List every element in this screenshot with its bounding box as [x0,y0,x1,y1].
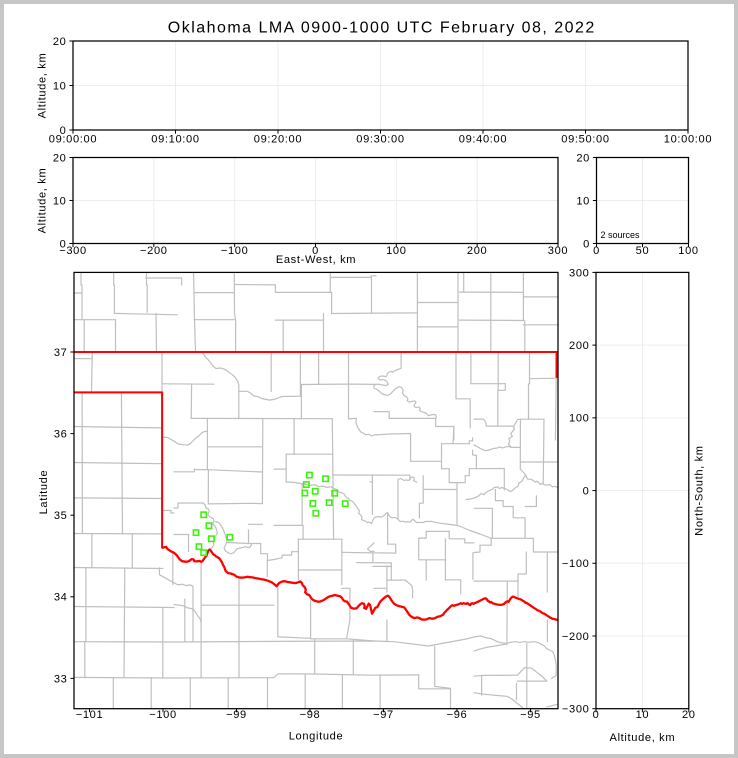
svg-text:100: 100 [569,413,589,425]
svg-text:−200: −200 [562,631,590,643]
svg-text:100: 100 [678,245,698,257]
svg-text:10: 10 [53,80,67,92]
svg-text:300: 300 [548,245,568,257]
svg-text:−100: −100 [562,558,590,570]
svg-text:0: 0 [593,709,600,721]
svg-text:50: 50 [636,245,650,257]
svg-text:0: 0 [312,245,319,257]
svg-text:0: 0 [60,125,67,137]
svg-text:35: 35 [54,510,68,522]
svg-text:Oklahoma LMA 0900-1000 UTC Feb: Oklahoma LMA 0900-1000 UTC February 08, … [168,19,596,36]
svg-text:−100: −100 [149,709,177,721]
svg-text:20: 20 [682,709,696,721]
svg-text:200: 200 [467,245,487,257]
svg-text:Altitude, km: Altitude, km [37,53,49,119]
svg-text:Latitude: Latitude [38,470,50,515]
svg-text:10: 10 [636,709,650,721]
svg-text:−96: −96 [447,709,468,721]
svg-text:−99: −99 [226,709,247,721]
svg-text:North-South, km: North-South, km [694,445,706,536]
svg-text:200: 200 [569,340,589,352]
svg-text:300: 300 [569,267,589,279]
svg-text:East-West, km: East-West, km [276,254,356,266]
svg-text:09:30:00: 09:30:00 [356,133,404,145]
svg-text:34: 34 [54,592,68,604]
svg-text:Altitude, km: Altitude, km [37,168,49,234]
svg-text:10: 10 [576,195,590,207]
svg-text:−300: −300 [562,704,590,716]
svg-text:37: 37 [54,347,68,359]
svg-text:−300: −300 [59,245,87,257]
svg-text:2 sources: 2 sources [601,230,641,240]
svg-text:10: 10 [53,195,67,207]
svg-text:0: 0 [593,245,600,257]
svg-text:0: 0 [583,238,590,250]
svg-text:10:00:00: 10:00:00 [664,133,712,145]
svg-text:−95: −95 [520,709,541,721]
svg-text:−100: −100 [221,245,249,257]
svg-text:33: 33 [54,673,68,685]
svg-text:36: 36 [54,429,68,441]
svg-text:0: 0 [60,238,67,250]
svg-text:09:20:00: 09:20:00 [254,133,302,145]
svg-text:−200: −200 [140,245,168,257]
svg-text:20: 20 [576,152,590,164]
svg-text:Longitude: Longitude [289,731,344,743]
svg-text:−101: −101 [76,709,104,721]
svg-text:20: 20 [53,152,67,164]
svg-text:−98: −98 [300,709,321,721]
svg-text:Altitude, km: Altitude, km [610,732,676,744]
svg-text:09:10:00: 09:10:00 [151,133,199,145]
svg-text:09:00:00: 09:00:00 [49,133,97,145]
svg-text:09:50:00: 09:50:00 [561,133,609,145]
svg-text:20: 20 [53,36,67,48]
svg-text:100: 100 [386,245,406,257]
svg-text:−97: −97 [373,709,394,721]
svg-text:0: 0 [583,485,590,497]
svg-text:09:40:00: 09:40:00 [459,133,507,145]
